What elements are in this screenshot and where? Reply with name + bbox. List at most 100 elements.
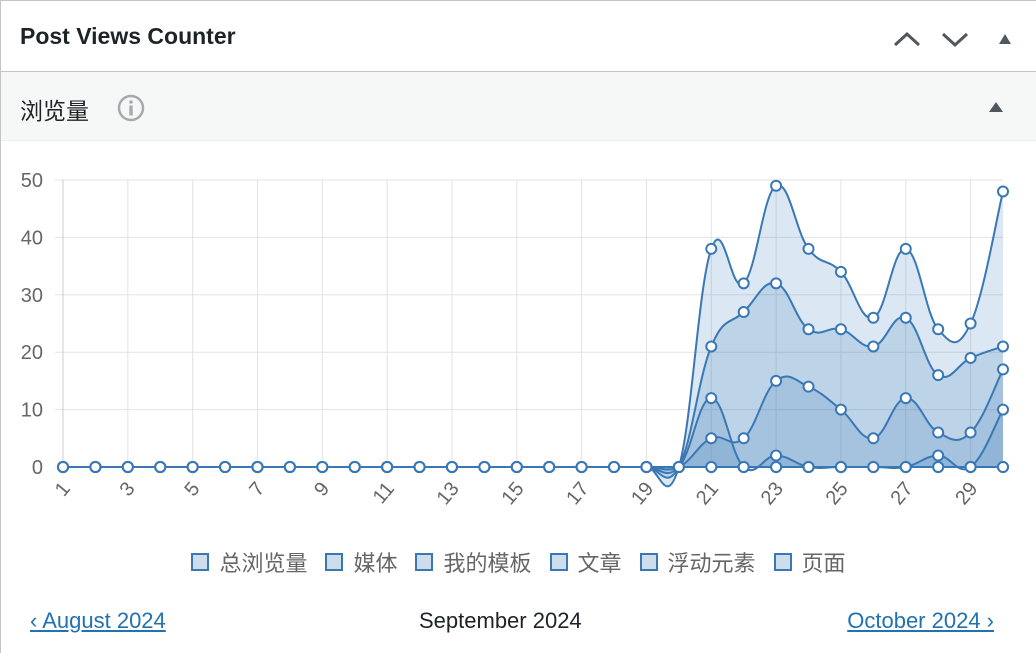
next-month-link[interactable]: October 2024 › bbox=[847, 608, 994, 633]
x-tick-label: 1 bbox=[51, 478, 75, 501]
data-point bbox=[219, 461, 232, 473]
info-icon[interactable] bbox=[117, 94, 147, 124]
data-point bbox=[705, 461, 718, 473]
legend-swatch bbox=[773, 553, 792, 571]
legend-label: 我的模板 bbox=[443, 551, 532, 576]
y-tick-label: 20 bbox=[21, 342, 43, 364]
x-tick-label: 15 bbox=[497, 478, 528, 509]
data-point bbox=[770, 277, 783, 290]
data-point bbox=[705, 392, 718, 405]
data-point bbox=[997, 403, 1009, 416]
section-header: 浏览量 bbox=[1, 72, 1036, 141]
data-point bbox=[413, 461, 426, 473]
data-point bbox=[867, 311, 880, 324]
data-point bbox=[802, 323, 815, 336]
x-tick-label: 11 bbox=[369, 478, 399, 508]
series-area bbox=[63, 185, 1003, 487]
data-point bbox=[121, 461, 134, 473]
data-point bbox=[834, 265, 847, 278]
data-point bbox=[932, 323, 945, 336]
data-point bbox=[770, 179, 783, 192]
data-point bbox=[705, 242, 718, 255]
data-point bbox=[997, 185, 1009, 198]
legend-item[interactable]: 浮动元素 bbox=[639, 546, 756, 578]
data-point bbox=[899, 392, 912, 405]
section-title: 浏览量 bbox=[20, 98, 89, 124]
data-point bbox=[867, 340, 880, 353]
y-tick-label: 50 bbox=[21, 170, 43, 192]
legend-item[interactable]: 媒体 bbox=[325, 546, 397, 578]
data-point bbox=[899, 461, 912, 473]
legend-swatch bbox=[191, 553, 210, 571]
data-point bbox=[89, 461, 102, 473]
data-point bbox=[802, 380, 815, 393]
data-point bbox=[802, 461, 815, 473]
prev-month-link[interactable]: ‹ August 2024 bbox=[30, 608, 166, 633]
section-toggle[interactable] bbox=[986, 98, 1008, 118]
data-point bbox=[186, 461, 199, 473]
data-point bbox=[964, 461, 977, 473]
data-point bbox=[867, 432, 880, 445]
legend: 总浏览量 媒体 我的模板 文章 浮动元素 页面 bbox=[1, 546, 1036, 578]
widget-title: Post Views Counter bbox=[20, 23, 236, 49]
x-tick-label: 29 bbox=[951, 478, 982, 509]
data-point bbox=[997, 340, 1009, 353]
legend-swatch bbox=[415, 553, 434, 571]
data-point bbox=[964, 426, 977, 439]
data-point bbox=[510, 461, 523, 473]
data-point bbox=[381, 461, 394, 473]
legend-item[interactable]: 总浏览量 bbox=[191, 546, 307, 578]
data-point bbox=[672, 461, 685, 473]
data-point bbox=[997, 363, 1009, 376]
y-tick-label: 0 bbox=[32, 457, 43, 479]
x-tick-label: 9 bbox=[310, 478, 334, 501]
data-point bbox=[608, 461, 621, 473]
data-point bbox=[737, 461, 750, 473]
y-tick-label: 10 bbox=[21, 400, 43, 422]
legend-label: 浮动元素 bbox=[667, 551, 756, 576]
y-tick-label: 40 bbox=[21, 227, 43, 249]
header-controls bbox=[893, 31, 1011, 48]
legend-swatch bbox=[325, 553, 344, 571]
data-point bbox=[478, 461, 491, 473]
data-point bbox=[899, 311, 912, 324]
data-point bbox=[770, 374, 783, 387]
data-point bbox=[932, 369, 945, 382]
data-point bbox=[737, 277, 750, 290]
x-tick-label: 19 bbox=[627, 478, 658, 509]
data-point bbox=[834, 403, 847, 416]
data-point bbox=[737, 306, 750, 319]
series-area bbox=[63, 282, 1003, 478]
series-area bbox=[63, 369, 1003, 470]
x-tick-label: 21 bbox=[692, 478, 723, 509]
x-tick-label: 25 bbox=[822, 478, 853, 509]
legend-item[interactable]: 文章 bbox=[549, 546, 622, 578]
legend-label: 媒体 bbox=[353, 551, 398, 576]
x-tick-label: 13 bbox=[433, 478, 464, 509]
move-up-button[interactable] bbox=[893, 31, 921, 47]
x-tick-label: 23 bbox=[757, 478, 788, 509]
move-down-button[interactable] bbox=[941, 32, 969, 48]
legend-label: 文章 bbox=[577, 551, 622, 576]
data-point bbox=[640, 461, 653, 473]
legend-label: 总浏览量 bbox=[219, 551, 308, 576]
x-tick-label: 27 bbox=[886, 478, 917, 509]
data-point bbox=[737, 432, 750, 445]
data-point bbox=[932, 426, 945, 439]
legend-item[interactable]: 我的模板 bbox=[415, 546, 532, 578]
data-point bbox=[445, 461, 458, 473]
data-point bbox=[867, 461, 880, 473]
current-month: September 2024 bbox=[419, 608, 582, 633]
data-point bbox=[964, 317, 977, 330]
legend-swatch bbox=[639, 553, 658, 571]
data-point bbox=[154, 461, 167, 473]
data-point bbox=[575, 461, 588, 473]
widget-header: Post Views Counter bbox=[1, 1, 1036, 72]
x-tick-label: 17 bbox=[562, 478, 593, 509]
legend-item[interactable]: 页面 bbox=[773, 546, 846, 578]
data-point bbox=[770, 461, 783, 473]
data-point bbox=[834, 461, 847, 473]
toggle-button[interactable] bbox=[999, 34, 1011, 44]
